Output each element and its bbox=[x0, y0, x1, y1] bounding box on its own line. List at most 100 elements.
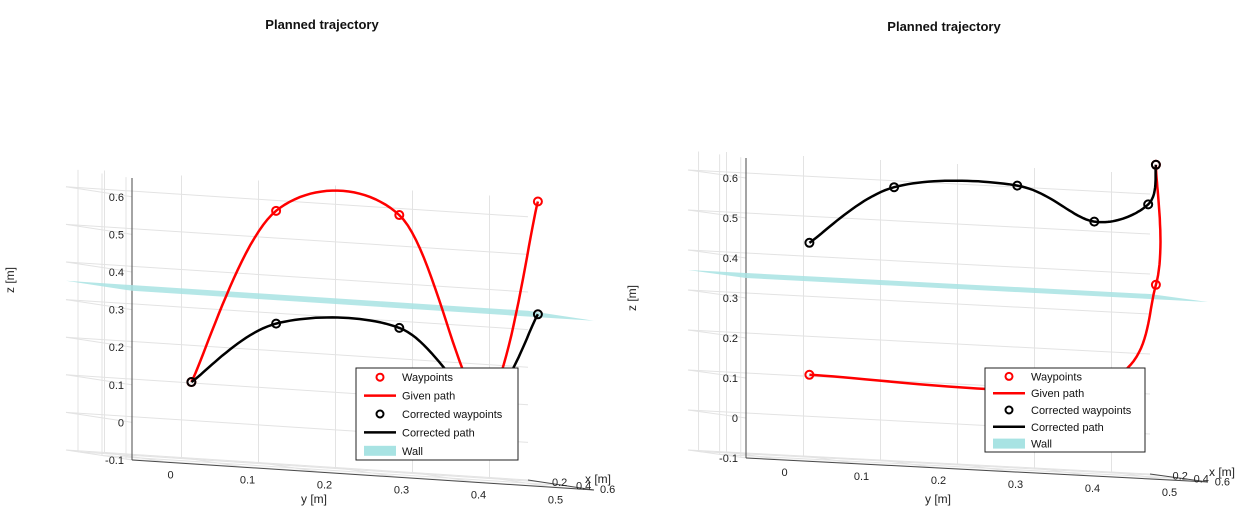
corrected-waypoint-marker bbox=[394, 322, 405, 333]
legend-label: Corrected path bbox=[402, 427, 475, 439]
chart-left-xlabel: x [m] bbox=[585, 472, 611, 486]
grid-line bbox=[687, 209, 747, 219]
y-tick-label: 0.3 bbox=[1008, 479, 1023, 491]
x-tick-label: 0.6 bbox=[1215, 476, 1230, 488]
corrected-path-line bbox=[808, 164, 1158, 244]
legend-wall-marker bbox=[364, 445, 396, 456]
y-tick-label: 0 bbox=[781, 467, 787, 479]
y-axis-line bbox=[131, 459, 595, 491]
chart-right-legend: Waypoints Given path Corrected waypoints Co… bbox=[984, 367, 1146, 453]
legend-label: Wall bbox=[1031, 439, 1052, 451]
grid-line bbox=[65, 186, 133, 198]
grid-line bbox=[65, 336, 133, 348]
legend-corrected-waypoints-marker bbox=[375, 409, 385, 419]
grid-line bbox=[687, 289, 747, 299]
grid-line bbox=[698, 450, 1161, 476]
corrected-waypoint-marker bbox=[1150, 159, 1161, 170]
grid-line bbox=[687, 249, 1151, 275]
z-tick-label: -0.1 bbox=[105, 455, 124, 467]
legend-waypoints-marker bbox=[375, 372, 385, 382]
grid-line bbox=[65, 186, 529, 218]
z-tick-label: 0.3 bbox=[109, 305, 124, 317]
x-tick-label: 0.2 bbox=[552, 477, 567, 489]
chart-left-grid bbox=[65, 169, 589, 490]
wall-plane bbox=[66, 280, 594, 321]
grid-line bbox=[125, 458, 589, 490]
chart-right-xlabel: x [m] bbox=[1209, 465, 1235, 479]
grid-line bbox=[687, 329, 747, 339]
grid-line bbox=[687, 329, 1151, 355]
grid-line bbox=[687, 409, 747, 419]
y-tick-label: 0.2 bbox=[317, 480, 332, 492]
corrected-waypoint-marker bbox=[271, 318, 282, 329]
z-tick-label: 0.6 bbox=[109, 192, 124, 204]
x-tick-label: 0.6 bbox=[600, 484, 615, 496]
y-tick-label: 0.2 bbox=[931, 475, 946, 487]
x-axis-line bbox=[1149, 473, 1209, 483]
x-tick-label: 0.4 bbox=[1194, 473, 1209, 485]
grid-line bbox=[65, 299, 133, 311]
corrected-waypoint-marker bbox=[186, 377, 197, 388]
y-tick-label: 0.5 bbox=[1162, 487, 1177, 499]
grid-line bbox=[719, 453, 1182, 479]
grid-line bbox=[687, 449, 747, 459]
chart-right-ylabel: y [m] bbox=[925, 492, 951, 506]
grid-line bbox=[65, 223, 529, 255]
x-tick-label: 0.2 bbox=[1173, 470, 1188, 482]
legend-label: Given path bbox=[402, 391, 455, 403]
chart-left: 0.6 0.5 0.4 0.3 0.2 0.1 0 -0.1 0 0.1 0.2 0.3 0.4 0.5 0… bbox=[3, 17, 615, 507]
z-tick-label: 0.5 bbox=[109, 229, 124, 241]
y-tick-label: 0.1 bbox=[854, 471, 869, 483]
x-tick-label: 0.4 bbox=[576, 480, 591, 492]
legend-wall-marker bbox=[993, 438, 1025, 449]
legend-waypoints-marker bbox=[1004, 371, 1014, 381]
grid-line bbox=[77, 451, 541, 483]
grid-line bbox=[65, 223, 133, 235]
z-tick-label: 0.3 bbox=[723, 293, 738, 305]
y-tick-label: 0.4 bbox=[471, 490, 486, 502]
grid-line bbox=[65, 261, 529, 293]
z-tick-label: 0.2 bbox=[109, 342, 124, 354]
z-tick-label: 0.1 bbox=[109, 380, 124, 392]
grid-line bbox=[65, 449, 529, 481]
grid-line bbox=[687, 449, 1151, 475]
legend-label: Corrected waypoints bbox=[402, 409, 503, 421]
chart-left-legend: Waypoints Given path Corrected waypoints Co… bbox=[355, 367, 519, 461]
given-path-line bbox=[190, 189, 540, 403]
chart-right-title: Planned trajectory bbox=[887, 19, 1001, 34]
chart-right-zlabel: z [m] bbox=[625, 285, 639, 311]
legend-label: Waypoints bbox=[1031, 371, 1082, 383]
y-tick-label: 0.5 bbox=[548, 495, 563, 507]
z-tick-label: 0.6 bbox=[723, 173, 738, 185]
legend-label: Corrected waypoints bbox=[1031, 405, 1132, 417]
z-tick-label: 0.1 bbox=[723, 373, 738, 385]
legend-label: Waypoints bbox=[402, 372, 453, 384]
grid-line bbox=[65, 374, 133, 386]
chart-left-axes: 0.6 0.5 0.4 0.3 0.2 0.1 0 -0.1 0 0.1 0.2 0.3 0.4 0.5 0… bbox=[105, 178, 615, 507]
grid-line bbox=[65, 336, 529, 368]
corrected-waypoint-marker bbox=[1012, 180, 1023, 191]
waypoint-marker bbox=[271, 205, 282, 216]
grid-line bbox=[687, 209, 1151, 235]
grid-line bbox=[687, 369, 747, 379]
corrected-waypoint-marker bbox=[804, 237, 815, 248]
x-axis-line bbox=[527, 479, 595, 491]
grid-line bbox=[101, 454, 565, 486]
z-tick-label: 0.4 bbox=[723, 253, 738, 265]
grid-line bbox=[687, 289, 1151, 315]
grid-line bbox=[65, 261, 133, 273]
chart-left-ylabel: y [m] bbox=[301, 492, 327, 506]
waypoint-marker bbox=[1150, 279, 1161, 290]
y-tick-label: 0.4 bbox=[1085, 483, 1100, 495]
grid-line bbox=[687, 249, 747, 259]
corrected-waypoint-marker bbox=[532, 309, 543, 320]
y-tick-label: 0 bbox=[167, 470, 173, 482]
legend-label: Given path bbox=[1031, 388, 1084, 400]
grid-line bbox=[65, 449, 133, 461]
y-axis-line bbox=[745, 457, 1209, 483]
legend-label: Corrected path bbox=[1031, 422, 1104, 434]
chart-right-axes: 0.6 0.5 0.4 0.3 0.2 0.1 0 -0.1 0 0.1 0.2 0.3 0.4 0.5 0… bbox=[719, 158, 1230, 499]
z-tick-label: 0.5 bbox=[723, 213, 738, 225]
